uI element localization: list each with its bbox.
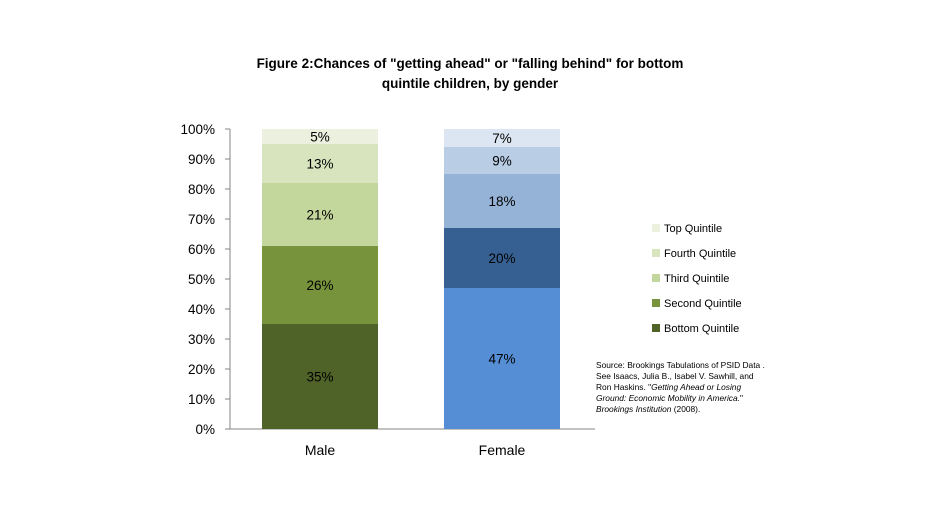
legend-swatch — [652, 324, 660, 332]
bar-segment — [444, 174, 560, 228]
y-tick-label: 50% — [188, 272, 215, 287]
source-mid: " — [739, 393, 743, 403]
y-tick-label: 90% — [188, 152, 215, 167]
source-publisher: Brookings Institution — [596, 404, 672, 414]
y-tick-label: 70% — [188, 212, 215, 227]
bar-segment — [444, 228, 560, 288]
chart-title: Figure 2:Chances of "getting ahead" or "… — [230, 54, 710, 94]
data-label: 47% — [488, 352, 515, 367]
y-tick-label: 80% — [188, 182, 215, 197]
chart-title-line-2: quintile children, by gender — [381, 76, 559, 91]
legend-swatch — [652, 299, 660, 307]
chart-title-line-1: Figure 2:Chances of "getting ahead" or "… — [256, 56, 684, 71]
source-suffix: (2008). — [671, 404, 701, 414]
bar-segment — [262, 324, 378, 429]
legend-label: Third Quintile — [664, 273, 729, 285]
legend-swatch — [652, 224, 660, 232]
data-label: 9% — [492, 154, 512, 169]
bar-segment — [444, 147, 560, 174]
bar-segment — [262, 129, 378, 144]
y-tick-label: 10% — [188, 392, 215, 407]
y-tick-label: 30% — [188, 332, 215, 347]
y-tick-label: 0% — [195, 422, 215, 437]
y-tick-label: 60% — [188, 242, 215, 257]
source-report-title: Getting Ahead or Losing Ground: Economic… — [596, 382, 742, 403]
legend-label: Top Quintile — [664, 223, 722, 235]
bar-segment — [444, 288, 560, 429]
data-label: 21% — [306, 208, 333, 223]
bar-segment — [444, 129, 560, 147]
x-tick-label: Female — [479, 442, 526, 458]
data-label: 5% — [310, 130, 330, 145]
bar-segment — [262, 246, 378, 324]
legend-label: Second Quintile — [664, 298, 742, 310]
y-tick-label: 100% — [180, 122, 215, 137]
y-tick-label: 20% — [188, 362, 215, 377]
data-label: 35% — [306, 370, 333, 385]
source-prefix: Source: Brookings Tabulations of PSID Da… — [596, 360, 765, 392]
bar-segment — [262, 183, 378, 246]
legend-label: Bottom Quintile — [664, 323, 739, 335]
data-label: 18% — [488, 194, 515, 209]
y-tick-label: 40% — [188, 302, 215, 317]
data-label: 13% — [306, 157, 333, 172]
legend-label: Fourth Quintile — [664, 248, 736, 260]
legend-swatch — [652, 249, 660, 257]
data-label: 7% — [492, 131, 512, 146]
legend-swatch — [652, 274, 660, 282]
data-label: 20% — [488, 251, 515, 266]
x-tick-label: Male — [305, 442, 336, 458]
source-note: Source: Brookings Tabulations of PSID Da… — [596, 360, 766, 415]
bar-segment — [262, 144, 378, 183]
data-label: 26% — [306, 278, 333, 293]
